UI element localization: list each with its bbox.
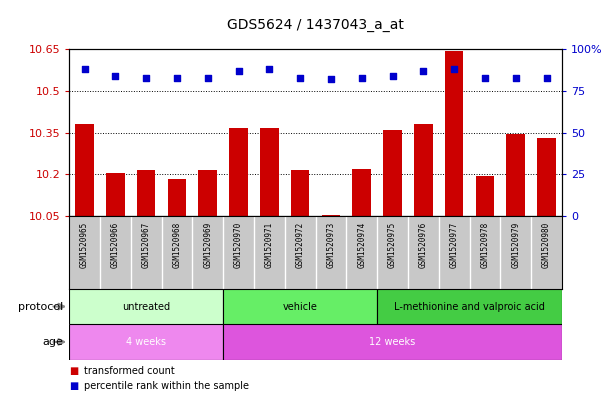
Point [295, 74, 305, 81]
Bar [414, 124, 433, 216]
Text: GSM1520967: GSM1520967 [142, 222, 151, 268]
Text: vehicle: vehicle [282, 301, 317, 312]
Text: GSM1520966: GSM1520966 [111, 222, 120, 268]
Text: GSM1520979: GSM1520979 [511, 222, 520, 268]
Text: GDS5624 / 1437043_a_at: GDS5624 / 1437043_a_at [227, 18, 404, 32]
Bar [291, 170, 310, 216]
Text: GSM1520972: GSM1520972 [296, 222, 305, 268]
Bar [322, 215, 340, 216]
Bar [69, 289, 223, 324]
Text: GSM1520969: GSM1520969 [203, 222, 212, 268]
Text: GSM1520973: GSM1520973 [326, 222, 335, 268]
Bar [260, 129, 279, 216]
Point [388, 73, 397, 79]
Bar [537, 138, 556, 216]
Point [542, 74, 551, 81]
Bar [198, 170, 217, 216]
Point [511, 74, 520, 81]
Bar [383, 130, 402, 216]
Bar [507, 134, 525, 216]
Text: ■: ■ [69, 366, 78, 376]
Point [450, 66, 459, 72]
Text: protocol: protocol [18, 301, 63, 312]
Point [172, 74, 182, 81]
Text: untreated: untreated [122, 301, 170, 312]
Text: GSM1520980: GSM1520980 [542, 222, 551, 268]
Point [80, 66, 90, 72]
Text: GSM1520975: GSM1520975 [388, 222, 397, 268]
Point [141, 74, 151, 81]
Text: transformed count: transformed count [84, 366, 175, 376]
Bar [476, 176, 494, 216]
Point [234, 68, 243, 74]
Bar [223, 324, 562, 360]
Point [203, 74, 213, 81]
Text: GSM1520971: GSM1520971 [265, 222, 274, 268]
Bar [106, 173, 124, 216]
Point [480, 74, 490, 81]
Bar [352, 169, 371, 216]
Bar [377, 289, 562, 324]
Text: L-methionine and valproic acid: L-methionine and valproic acid [394, 301, 545, 312]
Bar [168, 178, 186, 216]
Bar [69, 324, 223, 360]
Bar [75, 124, 94, 216]
Bar [230, 129, 248, 216]
Text: GSM1520965: GSM1520965 [80, 222, 89, 268]
Point [326, 76, 336, 83]
Point [111, 73, 120, 79]
Text: GSM1520974: GSM1520974 [357, 222, 366, 268]
Text: GSM1520976: GSM1520976 [419, 222, 428, 268]
Bar [223, 289, 377, 324]
Point [357, 74, 367, 81]
Text: age: age [42, 337, 63, 347]
Text: percentile rank within the sample: percentile rank within the sample [84, 381, 249, 391]
Text: GSM1520968: GSM1520968 [172, 222, 182, 268]
Text: 12 weeks: 12 weeks [370, 337, 416, 347]
Text: ■: ■ [69, 381, 78, 391]
Text: GSM1520977: GSM1520977 [450, 222, 459, 268]
Text: 4 weeks: 4 weeks [126, 337, 166, 347]
Point [264, 66, 274, 72]
Point [418, 68, 428, 74]
Text: GSM1520970: GSM1520970 [234, 222, 243, 268]
Bar [445, 51, 463, 216]
Bar [137, 170, 156, 216]
Text: GSM1520978: GSM1520978 [480, 222, 489, 268]
